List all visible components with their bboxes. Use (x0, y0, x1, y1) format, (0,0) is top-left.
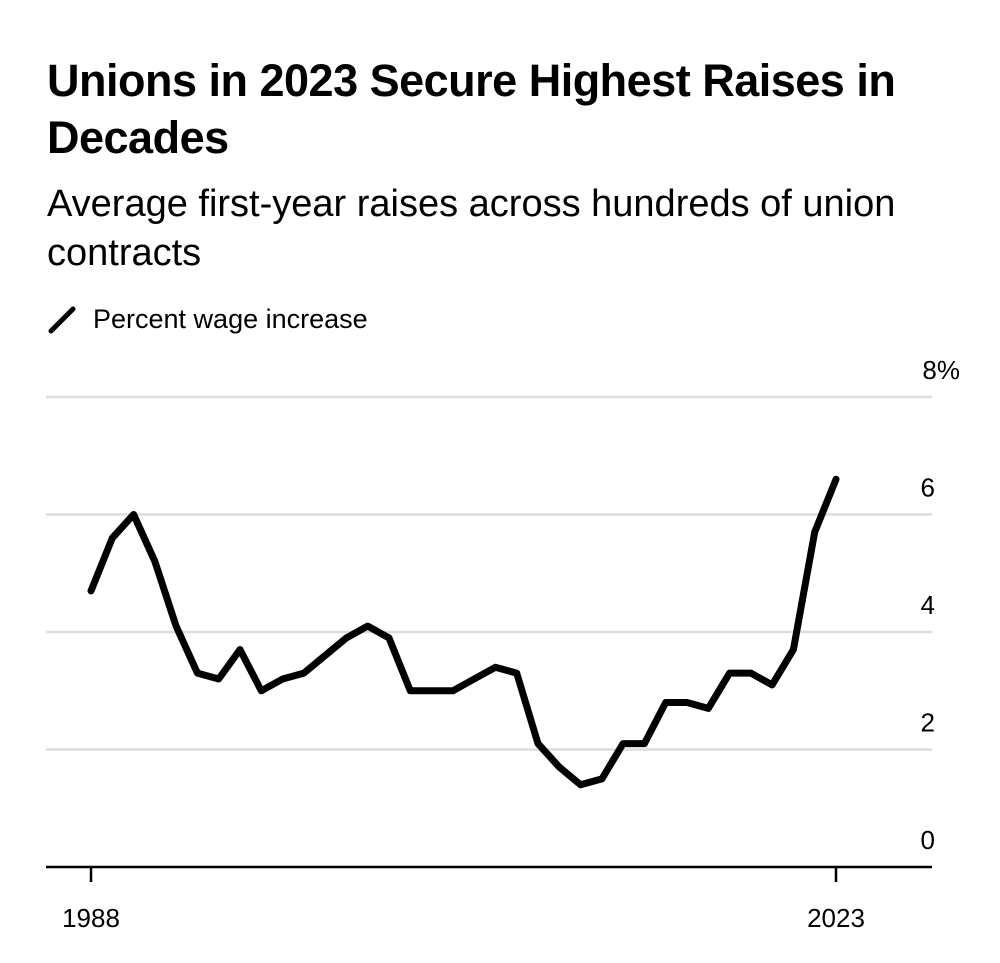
series-lines (87, 475, 840, 789)
y-tick-label: 6 (921, 473, 935, 503)
x-axis-ticks: 1988 2023 (62, 867, 865, 933)
y-tick-label: 8% (922, 355, 960, 385)
y-tick-label: 2 (921, 708, 935, 738)
y-axis-labels: 0 2 4 6 8% (921, 355, 960, 855)
chart-title: Unions in 2023 Secure Highest Raises in … (47, 55, 896, 163)
legend-label: Percent wage increase (93, 304, 368, 334)
chart-subtitle: Average first-year raises across hundred… (47, 183, 896, 274)
y-tick-label: 4 (921, 590, 935, 620)
x-tick-label: 2023 (807, 903, 865, 933)
legend: Percent wage increase (47, 304, 368, 335)
line-swatch-icon (48, 306, 76, 333)
x-tick-label: 1988 (62, 903, 120, 933)
y-tick-label: 0 (921, 825, 935, 855)
gridlines (46, 395, 932, 751)
series-line-percent-wage-increase (87, 475, 840, 789)
